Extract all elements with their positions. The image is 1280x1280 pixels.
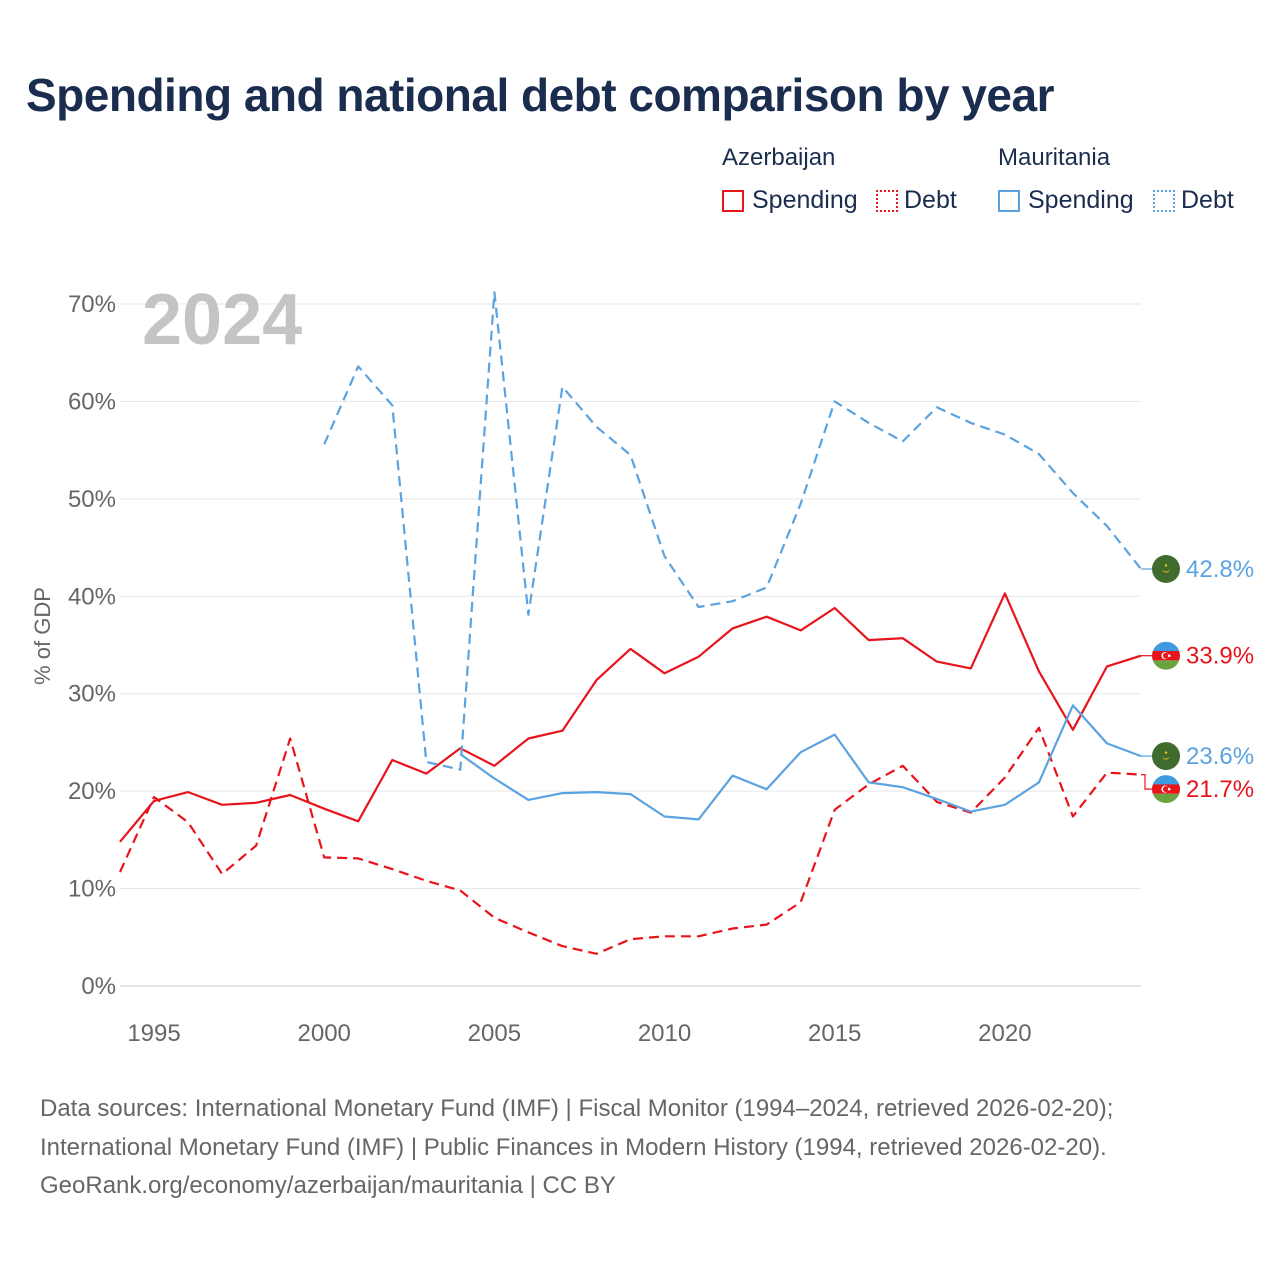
y-tick-label: 30%	[68, 681, 116, 708]
x-axis-ticks: 1995 2000 2005 2010 2015 2020	[127, 1020, 1031, 1047]
end-value-label: 23.6%	[1186, 743, 1254, 770]
series-line-mauritania-spending	[459, 704, 1142, 821]
legend-swatch-solid-icon	[998, 189, 1020, 212]
x-tick-label: 2015	[808, 1020, 861, 1047]
y-tick-label: 0%	[81, 973, 116, 1000]
end-value-label: 42.8%	[1186, 556, 1254, 583]
end-label-connector	[1141, 773, 1152, 790]
mauritania-flag-icon	[1152, 742, 1180, 771]
azerbaijan-flag-icon	[1152, 641, 1180, 670]
legend-label: Debt	[1181, 186, 1234, 214]
legend-swatch-dotted-icon	[1153, 189, 1175, 212]
legend-label: Spending	[1028, 186, 1134, 214]
y-tick-label: 70%	[68, 291, 116, 318]
series-line-azerbaijan-spending	[119, 592, 1142, 843]
y-tick-label: 40%	[68, 583, 116, 610]
legend-swatch-solid-icon	[722, 189, 744, 212]
x-tick-label: 2020	[978, 1020, 1031, 1047]
x-tick-label: 2010	[638, 1020, 691, 1047]
footer-line: GeoRank.org/economy/azerbaijan/mauritani…	[40, 1172, 616, 1199]
azerbaijan-flag-icon	[1152, 775, 1180, 804]
legend-item-azerbaijan-debt: Debt	[876, 186, 957, 215]
y-axis-ticks: 0% 10% 20% 30% 40% 50% 60% 70%	[68, 291, 116, 1000]
legend-item-azerbaijan-spending: Spending	[722, 186, 858, 215]
y-tick-label: 60%	[68, 388, 116, 415]
series-lines	[118, 291, 1142, 955]
y-tick-label: 50%	[68, 486, 116, 513]
chart-title: Spending and national debt comparison by…	[26, 69, 1055, 121]
series-line-azerbaijan-debt	[118, 726, 1142, 955]
mauritania-flag-icon	[1152, 555, 1180, 583]
series-line-mauritania-debt	[323, 291, 1142, 771]
footer-line: Data sources: International Monetary Fun…	[40, 1095, 1114, 1122]
x-tick-label: 2005	[468, 1020, 521, 1047]
line-chart: 2024 0% 10% 20% 30% 40% 50% 60% 70% 1995 2000 200…	[30, 280, 1254, 1047]
legend-item-mauritania-debt: Debt	[1153, 186, 1234, 215]
y-tick-label: 20%	[68, 778, 116, 805]
legend-label: Debt	[904, 186, 957, 214]
footer-line: International Monetary Fund (IMF) | Publ…	[40, 1133, 1107, 1161]
footer-sources: Data sources: International Monetary Fun…	[40, 1090, 1113, 1206]
y-tick-label: 10%	[68, 876, 116, 903]
legend-item-mauritania-spending: Spending	[998, 186, 1134, 215]
y-axis-label: % of GDP	[30, 587, 55, 685]
legend-header-azerbaijan: Azerbaijan	[722, 144, 836, 171]
legend-swatch-dotted-icon	[876, 189, 898, 212]
end-value-label: 33.9%	[1186, 643, 1254, 670]
end-value-label: 21.7%	[1186, 776, 1254, 803]
legend-label: Spending	[752, 186, 858, 214]
grid-lines	[120, 303, 1141, 987]
legend-header-mauritania: Mauritania	[998, 144, 1111, 171]
x-tick-label: 2000	[298, 1020, 351, 1047]
year-watermark: 2024	[142, 280, 302, 360]
x-tick-label: 1995	[127, 1020, 180, 1047]
end-labels: 42.8% 33.9% 23.6% 21.7%	[1141, 555, 1254, 804]
